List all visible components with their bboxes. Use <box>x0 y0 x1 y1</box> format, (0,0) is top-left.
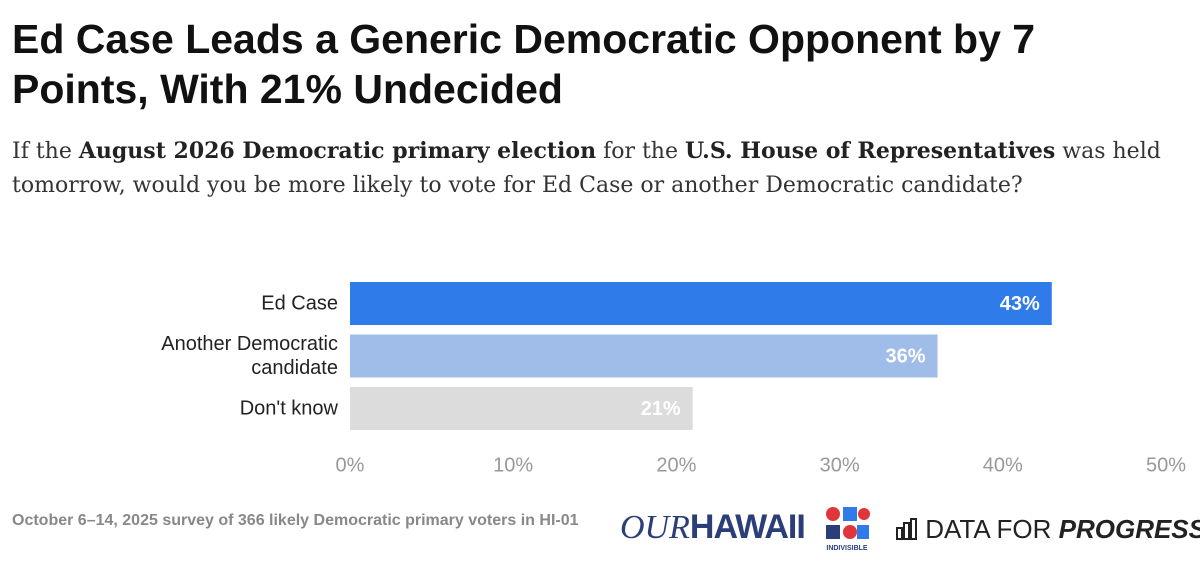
logo-text: OUR <box>620 509 690 546</box>
value-label: 21% <box>641 398 681 420</box>
value-label: 43% <box>1000 293 1040 315</box>
logo-indivisible: INDIVISIBLE <box>822 506 872 552</box>
bar <box>350 387 693 430</box>
subtitle-part: U.S. House of Representatives <box>685 138 1056 164</box>
chart-title: Ed Case Leads a Generic Democratic Oppon… <box>12 16 1036 112</box>
logo-text: DATA FOR <box>925 514 1052 544</box>
x-tick-label: 0% <box>336 454 365 476</box>
chart: 0% 10% 20% 30% 40% 50% Ed Case 43% Another Democ… <box>161 282 1186 476</box>
x-tick-label: 30% <box>820 454 860 476</box>
x-tick-label: 50% <box>1146 454 1186 476</box>
logo-text: INDIVISIBLE <box>826 545 868 552</box>
logo-our-hawaii: OURHAWAII <box>620 508 806 547</box>
x-tick-label: 20% <box>656 454 696 476</box>
chart-subtitle: If the August 2026 Democratic primary el… <box>12 134 1182 203</box>
subtitle-part: for the <box>596 139 685 164</box>
bar <box>350 282 1052 325</box>
value-label: 36% <box>885 345 925 367</box>
subtitle-part: August 2026 Democratic primary election <box>78 138 597 164</box>
y-tick-label: Don't know <box>240 398 339 420</box>
logo-text: HAWAII <box>689 508 806 546</box>
x-tick-label: 10% <box>493 454 533 476</box>
bar <box>350 334 938 378</box>
x-tick-label: 40% <box>983 454 1023 476</box>
logo-dfp: DATA FOR PROGRESS <box>896 514 1200 545</box>
subtitle-part: was held tomorrow, would you be more lik… <box>12 139 1161 198</box>
logo-icon <box>826 507 870 539</box>
y-tick-label: Ed Case <box>261 293 338 315</box>
note: October 6–14, 2025 survey of 366 likely … <box>12 512 579 529</box>
logo-text: PROGRESS <box>1058 514 1200 544</box>
logo-icon <box>896 518 917 540</box>
y-tick-label: Another Democratic candidate <box>161 333 338 379</box>
subtitle-part: If the <box>12 139 79 164</box>
